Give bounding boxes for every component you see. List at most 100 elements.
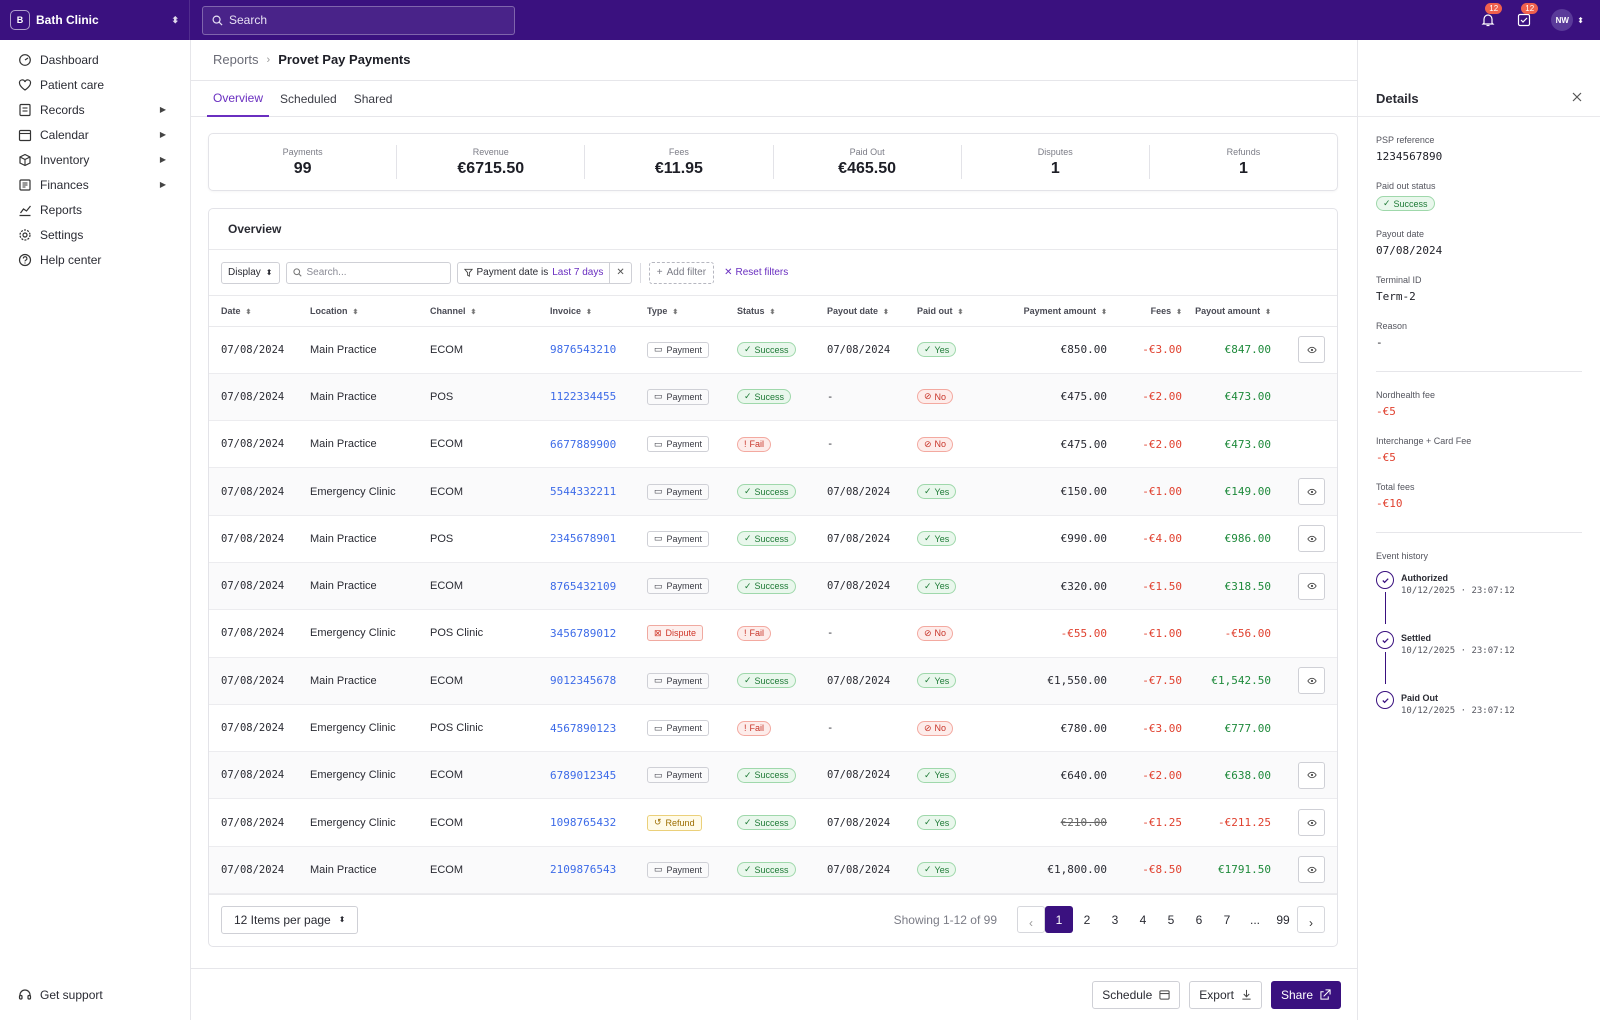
view-details-button[interactable]	[1298, 525, 1325, 552]
page-button[interactable]: 4	[1129, 906, 1157, 933]
invoice-link[interactable]: 9876543210	[550, 326, 647, 373]
view-details-button[interactable]	[1298, 809, 1325, 836]
sidebar-item-dashboard[interactable]: Dashboard	[0, 47, 190, 72]
sidebar-item-finances[interactable]: Finances ▶	[0, 172, 190, 197]
invoice-link[interactable]: 8765432109	[550, 562, 647, 609]
invoice-link[interactable]: 1098765432	[550, 799, 647, 846]
invoice-link[interactable]: 3456789012	[550, 610, 647, 657]
location-cell: Emergency Clinic	[310, 610, 430, 657]
tab-overview[interactable]: Overview	[207, 81, 269, 117]
previous-page-button[interactable]: ‹	[1017, 906, 1045, 933]
breadcrumb-reports[interactable]: Reports	[213, 52, 259, 67]
payout-date-cell: 07/08/2024	[827, 562, 917, 609]
share-button[interactable]: Share	[1271, 981, 1341, 1009]
schedule-button[interactable]: Schedule	[1092, 981, 1180, 1009]
table-search-input[interactable]: Search...	[286, 262, 451, 284]
sidebar-item-inventory[interactable]: Inventory ▶	[0, 147, 190, 172]
table-row[interactable]: 07/08/2024 Main Practice ECOM 9012345678 ▭ Pa…	[209, 657, 1337, 704]
add-filter-button[interactable]: + Add filter	[649, 262, 714, 284]
column-header-payout-date[interactable]: Payout date ⬍	[827, 296, 917, 326]
overview-panel: Overview Display ⬍ Search... Payment date…	[208, 208, 1338, 947]
location-cell: Main Practice	[310, 326, 430, 373]
table-row[interactable]: 07/08/2024 Main Practice POS 2345678901 ▭ Pay…	[209, 515, 1337, 562]
view-details-button[interactable]	[1298, 336, 1325, 363]
reset-filters-button[interactable]: ✕ Reset filters	[724, 267, 788, 278]
column-header-channel[interactable]: Channel ⬍	[430, 296, 550, 326]
payout-amount-cell: €847.00	[1182, 326, 1271, 373]
close-icon[interactable]: ✕	[610, 267, 630, 278]
table-row[interactable]: 07/08/2024 Emergency Clinic POS Clinic 3456…	[209, 610, 1337, 657]
page-button[interactable]: 6	[1185, 906, 1213, 933]
sidebar-item-help-center[interactable]: Help center	[0, 247, 190, 272]
page-button[interactable]: 3	[1101, 906, 1129, 933]
invoice-link[interactable]: 4567890123	[550, 704, 647, 751]
next-page-button[interactable]: ›	[1297, 906, 1325, 933]
column-header-invoice[interactable]: Invoice ⬍	[550, 296, 647, 326]
sidebar-item-patient-care[interactable]: Patient care	[0, 72, 190, 97]
column-header-payment-amount[interactable]: Payment amount ⬍	[995, 296, 1107, 326]
paid-out-label: Yes	[935, 487, 950, 497]
page-button[interactable]: 2	[1073, 906, 1101, 933]
sidebar-item-settings[interactable]: Settings	[0, 222, 190, 247]
invoice-link[interactable]: 6789012345	[550, 752, 647, 799]
table-row[interactable]: 07/08/2024 Main Practice ECOM 2109876543 ▭ Pa…	[209, 846, 1337, 893]
paid-out-label: Yes	[935, 345, 950, 355]
org-initial: B	[10, 10, 30, 30]
view-details-button[interactable]	[1298, 573, 1325, 600]
page-button[interactable]: 99	[1269, 906, 1297, 933]
org-switcher[interactable]: B Bath Clinic ⬍	[0, 0, 190, 40]
status-label: Success	[755, 345, 789, 355]
view-details-button[interactable]	[1298, 667, 1325, 694]
blocked-icon: ⊘	[924, 439, 932, 450]
view-details-button[interactable]	[1298, 478, 1325, 505]
user-avatar[interactable]: NW	[1551, 9, 1573, 31]
column-header-paid-out[interactable]: Paid out ⬍	[917, 296, 995, 326]
check-icon: ✓	[744, 864, 752, 875]
sidebar-item-reports[interactable]: Reports	[0, 197, 190, 222]
search-input[interactable]: Search	[202, 6, 515, 35]
export-button[interactable]: Export	[1189, 981, 1262, 1009]
invoice-link[interactable]: 1122334455	[550, 373, 647, 420]
column-header-payout-amount[interactable]: Payout amount ⬍	[1182, 296, 1271, 326]
paid-out-badge: ✓ Yes	[917, 768, 956, 783]
channel-cell: POS	[430, 515, 550, 562]
table-row[interactable]: 07/08/2024 Emergency Clinic ECOM 6789012345…	[209, 752, 1337, 799]
page-button[interactable]: 1	[1045, 906, 1073, 933]
status-badge: ✓ Sucess	[737, 389, 791, 404]
table-row[interactable]: 07/08/2024 Emergency Clinic POS Clinic 4567…	[209, 704, 1337, 751]
column-header-type[interactable]: Type ⬍	[647, 296, 737, 326]
table-row[interactable]: 07/08/2024 Emergency Clinic ECOM 1098765432…	[209, 799, 1337, 846]
fees-cell: -€4.00	[1107, 515, 1182, 562]
payment-date-filter-chip[interactable]: Payment date is Last 7 days ✕	[457, 262, 632, 284]
page-button[interactable]: 5	[1157, 906, 1185, 933]
invoice-link[interactable]: 6677889900	[550, 421, 647, 468]
view-details-button[interactable]	[1298, 856, 1325, 883]
get-support-link[interactable]: Get support	[18, 988, 103, 1002]
display-button[interactable]: Display ⬍	[221, 262, 280, 284]
column-header-fees[interactable]: Fees ⬍	[1107, 296, 1182, 326]
close-icon[interactable]	[1572, 91, 1582, 105]
sidebar-item-calendar[interactable]: Calendar ▶	[0, 122, 190, 147]
items-per-page-select[interactable]: 12 Items per page ⬍	[221, 906, 358, 934]
table-row[interactable]: 07/08/2024 Main Practice ECOM 8765432109 ▭ Pa…	[209, 562, 1337, 609]
table-row[interactable]: 07/08/2024 Main Practice ECOM 9876543210 ▭ Pa…	[209, 326, 1337, 373]
items-per-page-label: 12 Items per page	[234, 913, 331, 927]
notifications-button[interactable]: 12	[1479, 11, 1497, 29]
tab-shared[interactable]: Shared	[348, 81, 399, 117]
page-button[interactable]: 7	[1213, 906, 1241, 933]
column-header-date[interactable]: Date ⬍	[209, 296, 310, 326]
invoice-link[interactable]: 9012345678	[550, 657, 647, 704]
invoice-link[interactable]: 2109876543	[550, 846, 647, 893]
check-icon: ✓	[744, 817, 752, 828]
view-details-button[interactable]	[1298, 762, 1325, 789]
tab-scheduled[interactable]: Scheduled	[274, 81, 343, 117]
tasks-button[interactable]: 12	[1515, 11, 1533, 29]
table-row[interactable]: 07/08/2024 Main Practice POS 1122334455 ▭ Pay…	[209, 373, 1337, 420]
invoice-link[interactable]: 5544332211	[550, 468, 647, 515]
column-header-status[interactable]: Status ⬍	[737, 296, 827, 326]
invoice-link[interactable]: 2345678901	[550, 515, 647, 562]
table-row[interactable]: 07/08/2024 Main Practice ECOM 6677889900 ▭ Pa…	[209, 421, 1337, 468]
table-row[interactable]: 07/08/2024 Emergency Clinic ECOM 5544332211…	[209, 468, 1337, 515]
column-header-location[interactable]: Location ⬍	[310, 296, 430, 326]
sidebar-item-records[interactable]: Records ▶	[0, 97, 190, 122]
